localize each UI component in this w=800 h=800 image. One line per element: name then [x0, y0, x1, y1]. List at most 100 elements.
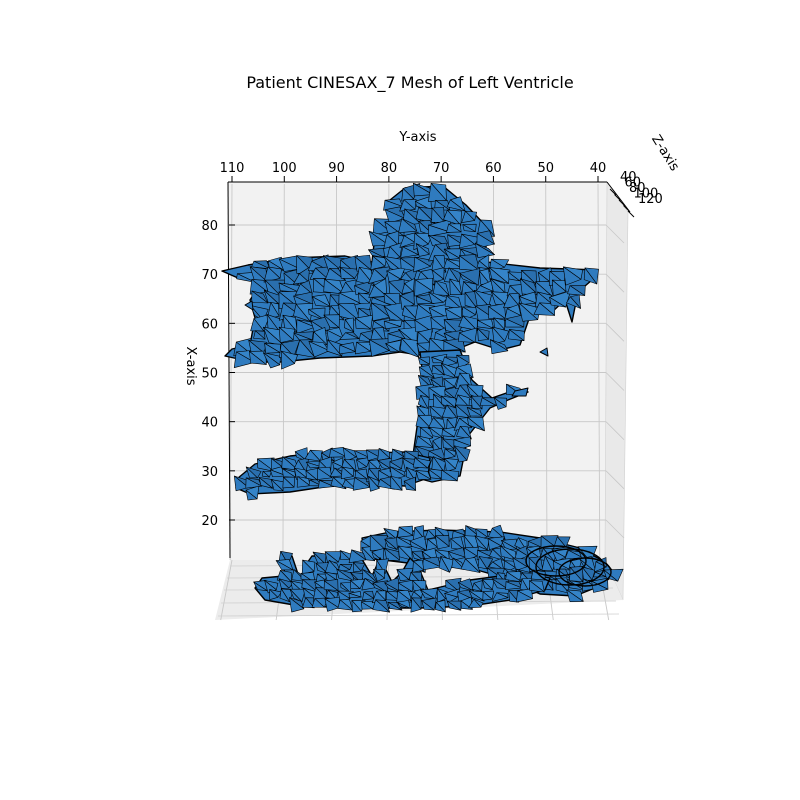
x-tick-label: 30: [201, 465, 218, 480]
mesh-facet: [233, 351, 255, 369]
mesh-facet: [443, 258, 463, 269]
mesh-facet: [427, 468, 443, 480]
mesh-facet: [562, 266, 582, 286]
mesh-facet: [518, 302, 539, 322]
x-axis-line: [227, 181, 231, 559]
mesh-facet: [261, 471, 270, 478]
mesh-facet: [264, 343, 281, 354]
mesh-facet: [462, 224, 476, 232]
mesh-facet: [401, 283, 414, 294]
mesh-facet: [529, 580, 545, 593]
mesh-facet: [344, 319, 355, 333]
mesh-facet: [326, 339, 343, 357]
mesh-facet: [293, 303, 311, 322]
mesh-facet: [399, 337, 420, 358]
mesh-facet: [428, 291, 444, 304]
mesh-facet: [339, 332, 360, 340]
grid-line-y: [545, 183, 548, 561]
mesh-facet: [413, 256, 431, 273]
mesh-facet: [362, 591, 375, 601]
mesh-facet: [474, 535, 488, 551]
side-pane: [604, 181, 629, 601]
x-axis-label: X-axis: [183, 347, 198, 386]
mesh-facet: [385, 590, 399, 601]
mesh-facet: [415, 243, 430, 257]
mesh-facet: [257, 458, 275, 472]
mesh-facet: [445, 580, 460, 592]
mesh-facet: [493, 397, 507, 410]
x-tick-label: 20: [201, 514, 218, 529]
mesh-facet: [289, 588, 303, 603]
mesh-facet: [499, 545, 517, 561]
mesh-facet: [466, 407, 483, 417]
mesh-facet: [458, 315, 478, 331]
mesh-facet: [249, 351, 267, 365]
grid-line-y: [335, 183, 338, 561]
mesh-facet: [368, 476, 380, 492]
mesh-facet: [311, 598, 325, 608]
mesh-facet: [440, 469, 458, 482]
mesh-ring: [535, 548, 605, 586]
mesh-facet: [431, 356, 446, 364]
mesh-facet: [440, 362, 458, 379]
mesh-facet: [366, 449, 380, 462]
mesh-facet: [441, 429, 455, 438]
mesh-facet: [428, 426, 444, 439]
mesh-facet: [329, 467, 344, 477]
x-tick-label: 60: [201, 317, 218, 332]
mesh-facet: [567, 285, 586, 296]
y-tick-label: 40: [590, 161, 607, 176]
mesh-facet: [533, 302, 555, 316]
mesh-facet: [401, 305, 419, 321]
y-tick-label: 90: [328, 161, 345, 176]
z-tick-mark: [627, 210, 635, 218]
mesh-facet: [451, 557, 466, 570]
mesh-facet: [410, 597, 422, 613]
mesh-facet: [399, 235, 416, 248]
mesh-facet: [442, 438, 455, 450]
mesh-facet: [304, 449, 321, 462]
mesh-facet: [270, 479, 284, 492]
mesh-facet: [355, 317, 372, 330]
mesh-facet: [296, 476, 311, 488]
mesh-facet: [253, 581, 268, 592]
mesh-facet: [279, 588, 290, 603]
mesh-facet: [278, 326, 294, 343]
mesh-facet: [459, 233, 475, 249]
mesh-facet: [337, 599, 354, 611]
mesh-facet: [318, 480, 335, 489]
mesh-facet: [457, 582, 475, 592]
mesh-facet: [353, 562, 362, 573]
y-axis-ticks: 110 100 90 80 70 60 50 40: [220, 161, 607, 182]
z-tick-label: 120: [638, 192, 663, 207]
mesh-facet: [415, 435, 434, 448]
mesh-facet: [443, 378, 455, 390]
mesh-facet: [415, 470, 432, 480]
mesh-facet: [315, 562, 328, 574]
side-grid-line: [605, 470, 625, 490]
side-grid-line: [605, 273, 625, 293]
y-tick-label: 70: [433, 161, 450, 176]
mesh-facet: [305, 461, 323, 469]
mesh-facet: [488, 267, 509, 284]
mesh-facet: [489, 339, 509, 354]
mesh-facet: [348, 549, 367, 564]
mesh-facet: [397, 526, 414, 538]
mesh-facet: [269, 589, 279, 601]
mesh-facet: [336, 568, 354, 582]
mesh-upper-arm-facets: [233, 182, 599, 370]
mesh-facet: [549, 296, 566, 308]
mesh-facet: [354, 341, 371, 355]
z-tick-mark: [623, 205, 630, 212]
mesh-facet: [258, 477, 273, 489]
mesh-middle-arm-facets: [234, 447, 432, 501]
mesh-facet: [324, 598, 340, 612]
y-tick-label: 100: [272, 161, 297, 176]
mesh-facet: [356, 459, 367, 470]
mesh-facet: [383, 320, 401, 330]
mesh-facet: [236, 273, 256, 283]
mesh-facet: [477, 328, 489, 341]
side-grid-line: [605, 519, 625, 539]
mesh-facet: [308, 308, 325, 321]
mesh-facet: [418, 366, 435, 378]
